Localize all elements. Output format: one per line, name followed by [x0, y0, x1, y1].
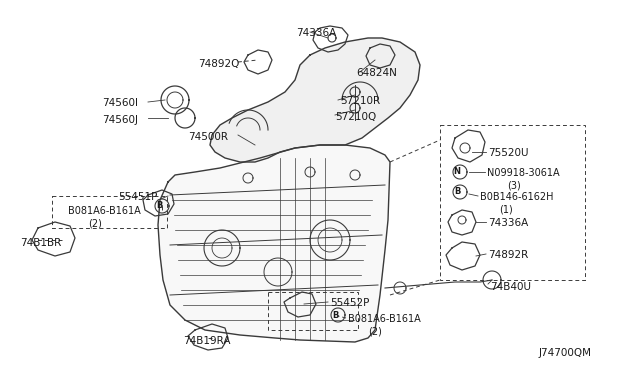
Text: B081A6-B161A: B081A6-B161A	[68, 206, 141, 216]
Text: 74500R: 74500R	[188, 132, 228, 142]
Text: 74892R: 74892R	[488, 250, 528, 260]
Text: (3): (3)	[507, 180, 521, 190]
Text: 74892Q: 74892Q	[198, 59, 239, 69]
Text: B: B	[332, 311, 338, 320]
Text: 74336A: 74336A	[296, 28, 336, 38]
Text: B: B	[454, 187, 460, 196]
Text: N09918-3061A: N09918-3061A	[487, 168, 559, 178]
Text: 57210Q: 57210Q	[335, 112, 376, 122]
Text: 64824N: 64824N	[356, 68, 397, 78]
Bar	[440, 125, 585, 280]
Text: 55452P: 55452P	[330, 298, 369, 308]
Text: 55451P: 55451P	[118, 192, 157, 202]
Polygon shape	[158, 145, 390, 342]
Text: (1): (1)	[499, 204, 513, 214]
Text: 74336A: 74336A	[488, 218, 528, 228]
Text: N: N	[454, 167, 461, 176]
Polygon shape	[210, 38, 420, 162]
Bar	[52, 196, 167, 228]
Text: (2): (2)	[88, 218, 102, 228]
Text: B081A6-B161A: B081A6-B161A	[348, 314, 420, 324]
Text: 74560J: 74560J	[102, 115, 138, 125]
Text: 74B19RA: 74B19RA	[183, 336, 230, 346]
Text: 74B1BR: 74B1BR	[20, 238, 61, 248]
Bar	[268, 292, 358, 330]
Text: 75520U: 75520U	[488, 148, 529, 158]
Text: 74B40U: 74B40U	[490, 282, 531, 292]
Text: 74560I: 74560I	[102, 98, 138, 108]
Text: J74700QM: J74700QM	[539, 348, 592, 358]
Text: B: B	[156, 202, 162, 211]
Text: 57210R: 57210R	[340, 96, 380, 106]
Text: (2): (2)	[368, 326, 382, 336]
Text: B0B146-6162H: B0B146-6162H	[480, 192, 554, 202]
